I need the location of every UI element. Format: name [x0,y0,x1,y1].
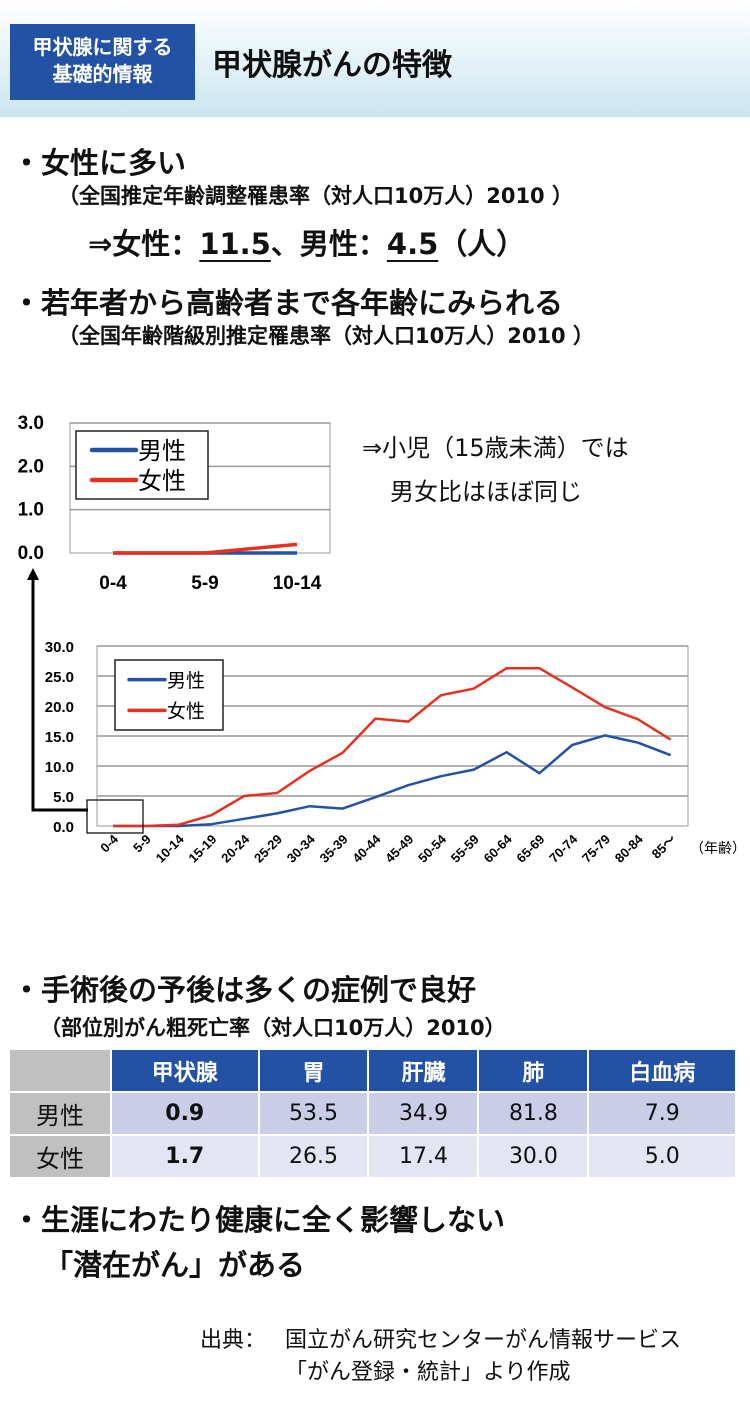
table-cell: 30.0 [479,1136,588,1177]
col-header: 胃 [259,1050,368,1091]
x-tick-label: 0-4 [97,831,121,855]
result-unit: （人） [438,227,526,261]
y-tick-label: 2.0 [18,456,44,477]
badge-line1: 甲状腺に関する [32,35,173,59]
legend-box [75,430,209,500]
subtitle-mortality: （部位別がん粗死亡率（対人口10万人）2010） [40,1016,506,1040]
source-line1: 国立がん研究センターがん情報サービス [285,1328,682,1353]
category-badge: 甲状腺に関する 基礎的情報 [10,24,195,100]
x-tick-label: 0-4 [99,573,127,594]
legend-label: 男性 [138,438,186,465]
subtitle-age-group: （全国年齢階級別推定罹患率（対人口10万人）2010 ） [58,324,594,348]
legend-label: 女性 [138,468,186,495]
bullet-female-more: ・女性に多い [12,146,187,180]
table-cell: 34.9 [369,1093,478,1134]
mortality-table: 甲状腺 胃 肝臓 肺 白血病 男性 0.9 53.5 34.9 81.8 7.9… [8,1048,737,1179]
male-value: 4.5 [386,227,439,261]
subtitle-age-adjusted: （全国推定年齢調整罹患率（対人口10万人）2010 ） [58,184,573,208]
col-header: 肝臓 [369,1050,478,1091]
table-cell: 0.9 [112,1093,258,1134]
table-cell: 7.9 [589,1093,735,1134]
y-tick-label: 1.0 [18,500,44,521]
legend-label: 女性 [167,701,205,723]
legend-label: 男性 [167,670,205,692]
bullet-all-ages: ・若年者から高齢者まで各年齢にみられる [12,286,564,320]
result-prefix: ⇒女性： [88,227,200,261]
x-tick-label: 50-54 [415,831,450,866]
x-tick-label: 10-14 [153,831,188,866]
y-tick-label: 30.0 [45,639,74,656]
y-tick-label: 3.0 [18,413,44,434]
x-tick-label: 25-29 [251,832,285,866]
result-separator: 、男性： [270,227,387,261]
age-incidence-chart: 0.0 5.0 10.0 15.0 20.0 25.0 30.0 0-4 5-910-1415-… [45,639,746,866]
series-line-male [113,734,672,828]
col-header: 甲状腺 [112,1050,258,1091]
child-note-line1: ⇒小児（15歳未満）では [362,434,629,462]
series-line-female [113,666,672,828]
y-tick-label: 0.0 [18,543,44,564]
x-tick-label: 65-69 [513,832,547,866]
child-range-highlight [86,799,144,834]
bullet-good-prognosis: ・手術後の予後は多くの症例で良好 [12,973,477,1007]
table-cell: 17.4 [369,1136,478,1177]
page-title: 甲状腺がんの特徴 [212,48,452,83]
x-tick-label: 75-79 [579,832,613,866]
x-tick-label: 10-14 [273,573,322,594]
table-header-row: 甲状腺 胃 肝臓 肺 白血病 [10,1050,735,1091]
x-tick-label: 80-84 [612,831,647,866]
x-tick-label: 40-44 [349,831,384,866]
y-tick-label: 0.0 [53,819,74,836]
x-tick-label: 85～ [649,832,679,862]
table-cell: 5.0 [589,1136,735,1177]
x-tick-label: 15-19 [185,832,219,866]
y-tick-label: 5.0 [53,789,74,806]
row-header: 男性 [10,1093,110,1134]
source-label: 出典： [200,1328,267,1353]
x-tick-label: 45-49 [382,832,416,866]
x-axis-label: （年齢） [690,840,746,856]
table-cell: 81.8 [479,1093,588,1134]
table-cell: 26.5 [259,1136,368,1177]
col-header: 肺 [479,1050,588,1091]
x-tick-label: 5-9 [191,573,218,594]
table-cell: 1.7 [112,1136,258,1177]
x-tick-label: 20-24 [218,831,253,866]
zoom-connector-line [31,572,88,812]
x-tick-label: 70-74 [546,831,581,866]
table-row: 女性 1.7 26.5 17.4 30.0 5.0 [10,1136,735,1177]
y-tick-label: 25.0 [45,669,74,686]
x-tick-label: 55-59 [448,832,482,866]
badge-line2: 基礎的情報 [52,62,153,86]
y-tick-label: 20.0 [45,699,74,716]
x-tick-label: 5-9 [130,832,154,856]
bullet-latent-cancer-line1: ・生涯にわたり健康に全く影響しない [12,1203,506,1237]
table-cell: 53.5 [259,1093,368,1134]
arrow-up-icon [27,568,39,580]
y-tick-label: 10.0 [45,759,74,776]
col-header: 白血病 [589,1050,735,1091]
table-corner [10,1050,110,1091]
y-tick-label: 15.0 [45,729,74,746]
legend-box [114,659,224,731]
incidence-result: ⇒女性：11.5、男性：4.5（人） [88,221,525,263]
row-header: 女性 [10,1136,110,1177]
source-line2: 「がん登録・統計」より作成 [285,1360,571,1385]
x-tick-label: 60-64 [481,831,516,866]
bullet-latent-cancer-line2: 「潜在がん」がある [44,1248,306,1282]
child-note-line2: 男女比はほぼ同じ [390,478,582,506]
x-tick-label: 30-34 [284,831,319,866]
table-row: 男性 0.9 53.5 34.9 81.8 7.9 [10,1093,735,1134]
x-tick-label: 35-39 [317,832,351,866]
female-value: 11.5 [199,227,271,261]
